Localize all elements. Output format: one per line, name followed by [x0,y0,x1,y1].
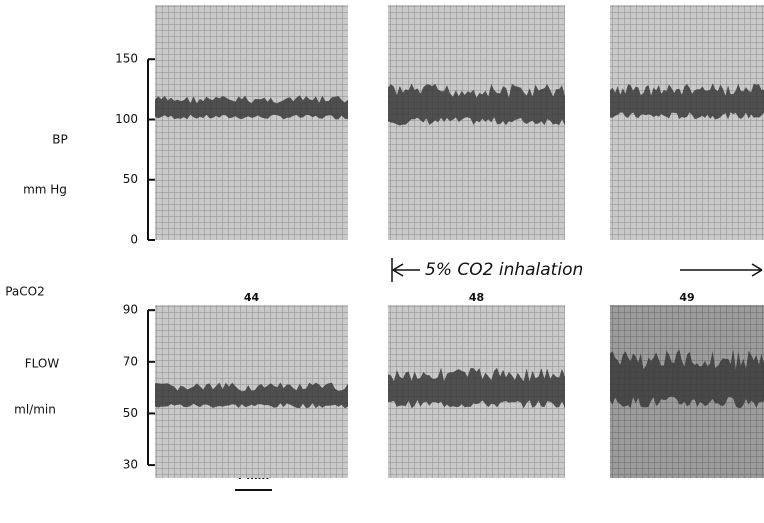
annotation: 5% CO2 inhalation [425,260,583,280]
y-tick-label: 50 [123,172,138,186]
y-axis-label: FLOW [25,357,60,371]
panel [155,5,348,240]
panel-label: 49 [679,291,694,304]
panel-label: 48 [469,291,484,304]
y-axis-label: BP [52,133,67,147]
figure: 5% CO2 inhalation 4 min 050100150BPmm Hg… [0,0,764,523]
y-tick-label: 30 [123,458,138,472]
y-axis-label: PaCO2 [5,285,45,299]
y-tick-label: 0 [130,233,138,247]
y-tick-label: 100 [115,112,138,126]
panel [610,5,764,240]
y-axis-label: ml/min [14,403,56,417]
y-tick-label: 90 [123,303,138,317]
y-tick-label: 70 [123,354,138,368]
y-tick-label: 150 [115,52,138,66]
y-tick-label: 50 [123,406,138,420]
y-axis-label: mm Hg [23,183,67,197]
panel-label: 44 [244,291,260,304]
